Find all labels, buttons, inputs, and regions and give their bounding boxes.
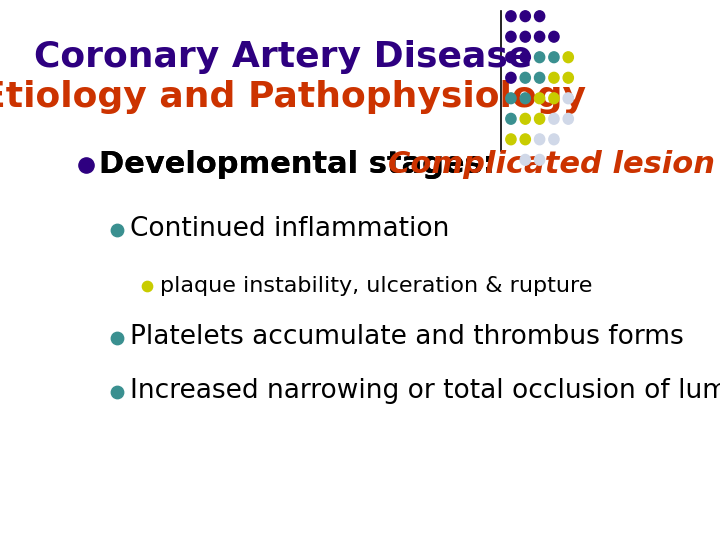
Circle shape	[520, 154, 531, 165]
Circle shape	[520, 72, 531, 83]
Circle shape	[549, 134, 559, 145]
Circle shape	[534, 11, 545, 22]
Circle shape	[506, 134, 516, 145]
Circle shape	[520, 134, 531, 145]
Text: Platelets accumulate and thrombus forms: Platelets accumulate and thrombus forms	[130, 325, 683, 350]
Circle shape	[563, 72, 573, 83]
Circle shape	[506, 93, 516, 104]
Circle shape	[506, 31, 516, 42]
Circle shape	[520, 93, 531, 104]
Circle shape	[534, 52, 545, 63]
Point	[81, 160, 92, 169]
Circle shape	[563, 52, 573, 63]
Circle shape	[506, 11, 516, 22]
Circle shape	[549, 72, 559, 83]
Circle shape	[534, 93, 545, 104]
Point	[111, 225, 122, 234]
Circle shape	[520, 11, 531, 22]
Circle shape	[534, 134, 545, 145]
Text: Continued inflammation: Continued inflammation	[130, 217, 449, 242]
Circle shape	[506, 113, 516, 124]
Circle shape	[549, 93, 559, 104]
Circle shape	[506, 72, 516, 83]
Circle shape	[549, 31, 559, 42]
Text: Complicated lesion: Complicated lesion	[388, 150, 715, 179]
Circle shape	[520, 113, 531, 124]
Circle shape	[534, 113, 545, 124]
Circle shape	[563, 93, 573, 104]
Text: Developmental stages:: Developmental stages:	[99, 150, 505, 179]
Circle shape	[563, 113, 573, 124]
Text: Developmental stages:: Developmental stages:	[99, 150, 505, 179]
Circle shape	[549, 52, 559, 63]
Text: plaque instability, ulceration & rupture: plaque instability, ulceration & rupture	[161, 276, 593, 296]
Circle shape	[534, 31, 545, 42]
Text: Coronary Artery Disease: Coronary Artery Disease	[34, 40, 532, 73]
Circle shape	[520, 31, 531, 42]
Text: Etiology and Pathophysiology: Etiology and Pathophysiology	[0, 80, 585, 114]
Point	[111, 333, 122, 342]
Circle shape	[549, 113, 559, 124]
Circle shape	[534, 72, 545, 83]
Text: Increased narrowing or total occlusion of lumen: Increased narrowing or total occlusion o…	[130, 379, 720, 404]
Circle shape	[534, 154, 545, 165]
Point	[142, 282, 153, 291]
Point	[111, 387, 122, 396]
Circle shape	[506, 52, 516, 63]
Circle shape	[520, 52, 531, 63]
